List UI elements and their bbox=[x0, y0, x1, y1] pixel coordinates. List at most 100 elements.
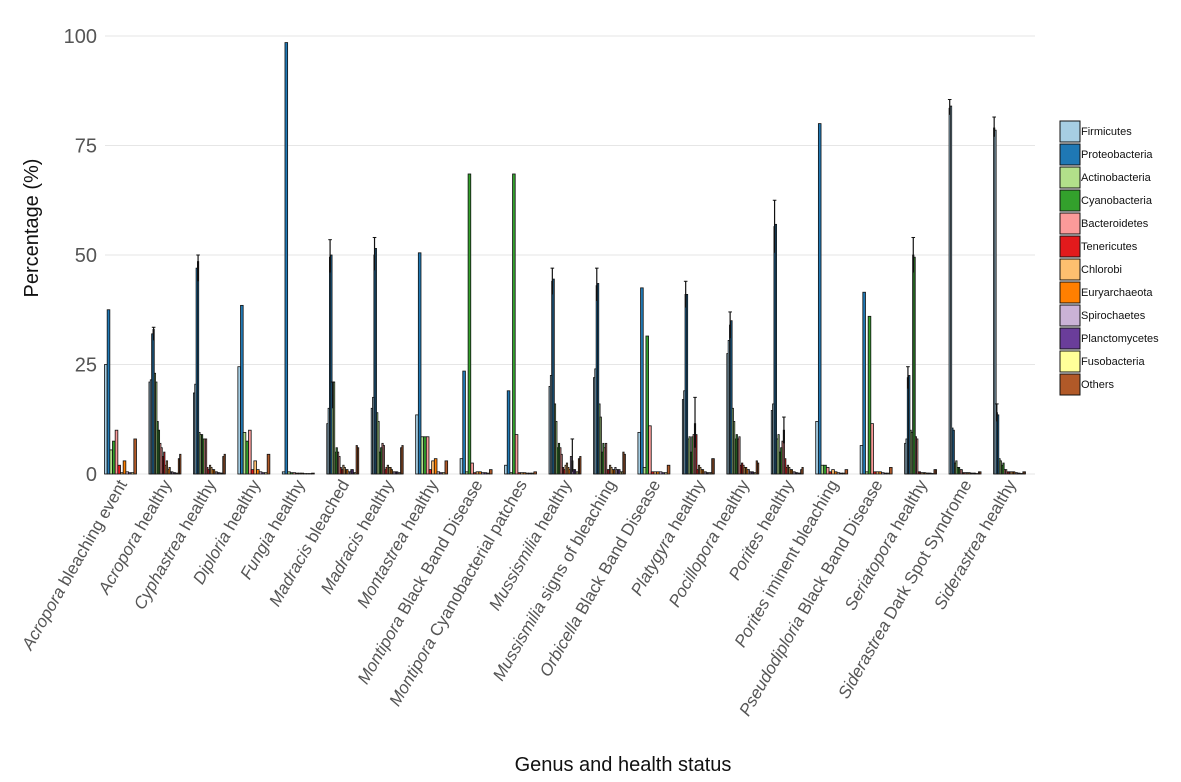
bar-actinobacteria bbox=[733, 421, 736, 475]
error-bars bbox=[151, 99, 999, 472]
legend: Firmicutes Proteobacteria Actinobacteria Cy… bbox=[1059, 120, 1159, 396]
bar-cyanobacteria bbox=[289, 472, 294, 475]
bar-chlorobi bbox=[343, 467, 346, 475]
x-tick-genus: Madracis bbox=[317, 528, 368, 598]
x-tick-label: Seriatopora healthy bbox=[841, 476, 931, 614]
bar-spirochaetes bbox=[349, 471, 352, 475]
bar-cyanobacteria bbox=[423, 436, 427, 475]
bar-firmicutes bbox=[549, 375, 553, 475]
bar-fusobacteria bbox=[354, 472, 357, 475]
bar-fusobacteria bbox=[220, 472, 224, 475]
bar-spirochaetes bbox=[658, 471, 663, 475]
bar-firmicutes bbox=[415, 414, 419, 475]
bar-others bbox=[889, 467, 893, 475]
bar-planctomycetes bbox=[751, 471, 754, 475]
bar-actinobacteria bbox=[688, 436, 691, 475]
bar-firmicutes bbox=[994, 129, 997, 475]
bar-actinobacteria bbox=[465, 471, 469, 475]
x-tick-label: Pocillopora healthy bbox=[665, 476, 754, 610]
bar-tenericutes bbox=[163, 451, 166, 475]
bar-planctomycetes bbox=[1018, 472, 1021, 475]
x-tick-status: healthy bbox=[129, 476, 175, 537]
bar-proteobacteria bbox=[817, 123, 822, 475]
bar-planctomycetes bbox=[396, 471, 399, 475]
bar-tenericutes bbox=[741, 462, 744, 475]
bar-planctomycetes bbox=[351, 469, 354, 475]
legend-swatch bbox=[1059, 281, 1081, 304]
bar-fusobacteria bbox=[709, 472, 713, 475]
bar-actinobacteria bbox=[955, 460, 958, 475]
bar-actinobacteria bbox=[109, 449, 113, 475]
y-axis-title: Percentage (%) bbox=[21, 159, 43, 298]
legend-label: Fusobacteria bbox=[1081, 356, 1145, 368]
bar-fusobacteria bbox=[176, 472, 179, 475]
x-tick-status: healthy bbox=[351, 476, 397, 537]
bar-firmicutes bbox=[372, 396, 375, 475]
bar-bacteroidetes bbox=[425, 436, 430, 475]
bar-tenericutes bbox=[563, 469, 566, 475]
bar-fusobacteria bbox=[754, 472, 757, 475]
legend-label: Proteobacteria bbox=[1081, 149, 1153, 161]
bar-cyanobacteria bbox=[202, 438, 205, 475]
bar-cyanobacteria bbox=[823, 464, 827, 475]
bar-planctomycetes bbox=[839, 472, 843, 475]
bar-firmicutes bbox=[683, 390, 686, 475]
bar-firmicutes bbox=[194, 383, 197, 475]
bar-firmicutes bbox=[327, 407, 330, 475]
x-tick-status: signs of bleaching bbox=[533, 477, 620, 608]
bar-others bbox=[444, 460, 449, 475]
y-tick-label: 75 bbox=[75, 136, 97, 158]
x-tick-status: healthy bbox=[174, 476, 220, 537]
bar-firmicutes bbox=[149, 379, 153, 475]
bar-euryarchaeota bbox=[613, 469, 616, 475]
bar-spirochaetes bbox=[704, 471, 707, 475]
bar-bacteroidetes bbox=[560, 453, 563, 475]
bar-cyanobacteria bbox=[867, 315, 872, 475]
bar-actinobacteria bbox=[642, 467, 647, 475]
legend-swatch bbox=[1059, 373, 1081, 396]
bar-proteobacteria bbox=[862, 291, 866, 475]
x-tick-label: Siderastrea healthy bbox=[930, 476, 1020, 613]
bar-cyanobacteria bbox=[780, 447, 783, 475]
bar-others bbox=[311, 472, 315, 475]
legend-label: Euryarchaeota bbox=[1081, 287, 1153, 299]
bar-chlorobi bbox=[253, 460, 257, 475]
bar-chlorobi bbox=[921, 472, 924, 475]
bar-euryarchaeota bbox=[168, 467, 171, 475]
bar-cyanobacteria bbox=[557, 442, 561, 475]
bar-proteobacteria bbox=[597, 283, 600, 475]
bar-firmicutes bbox=[859, 445, 864, 475]
bar-tenericutes bbox=[341, 469, 344, 475]
y-tick-label: 100 bbox=[64, 26, 97, 48]
legend-swatch bbox=[1059, 120, 1081, 143]
x-tick-status: healthy bbox=[218, 476, 264, 537]
bar-euryarchaeota bbox=[122, 460, 127, 475]
bar-fusobacteria bbox=[398, 472, 401, 475]
x-tick-label: Cyphastrea healthy bbox=[130, 476, 220, 613]
bar-planctomycetes bbox=[707, 472, 710, 475]
bar-proteobacteria bbox=[997, 414, 1000, 475]
bar-cyanobacteria bbox=[735, 434, 738, 475]
legend-swatch bbox=[1059, 304, 1081, 327]
bar-bacteroidetes bbox=[870, 423, 874, 475]
bar-others bbox=[757, 462, 760, 475]
bar-planctomycetes bbox=[218, 472, 221, 475]
bar-cyanobacteria bbox=[1002, 462, 1005, 475]
bar-spirochaetes bbox=[881, 472, 885, 475]
x-tick-label: Montastrea healthy bbox=[353, 476, 442, 611]
bar-others bbox=[844, 469, 849, 475]
bar-tenericutes bbox=[473, 472, 477, 475]
bar-planctomycetes bbox=[173, 472, 177, 475]
x-tick-status: healthy bbox=[707, 476, 753, 537]
bar-chlorobi bbox=[965, 472, 969, 475]
bar-fusobacteria bbox=[576, 471, 579, 475]
bar-proteobacteria bbox=[462, 370, 466, 475]
bar-planctomycetes bbox=[483, 472, 488, 475]
bar-spirochaetes bbox=[615, 469, 618, 475]
legend-swatch bbox=[1059, 166, 1081, 189]
bar-proteobacteria bbox=[730, 320, 733, 475]
x-tick-status: healthy bbox=[263, 476, 309, 537]
